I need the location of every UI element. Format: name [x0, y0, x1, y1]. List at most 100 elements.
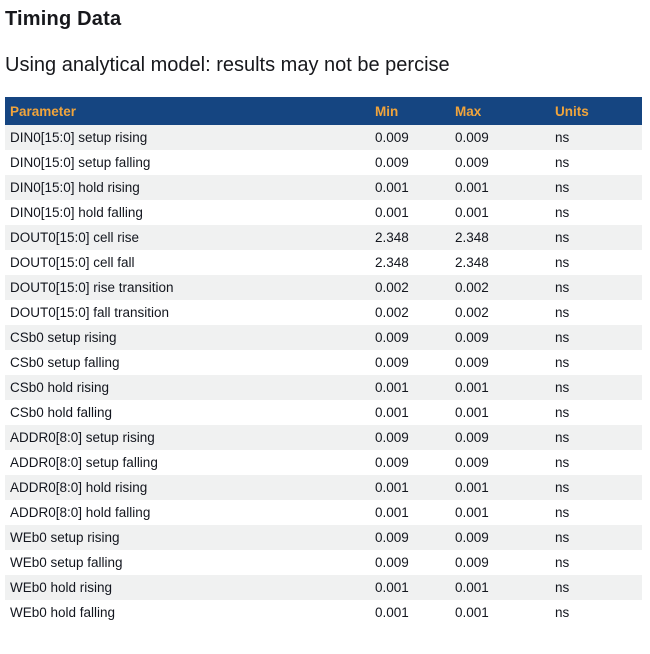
- table-row: WEb0 hold rising 0.001 0.001 ns: [5, 575, 642, 600]
- cell-max: 0.001: [455, 405, 489, 420]
- table-row: WEb0 setup falling 0.009 0.009 ns: [5, 550, 642, 575]
- cell-min: 0.001: [375, 380, 409, 395]
- cell-parameter: DIN0[15:0] setup rising: [10, 130, 148, 145]
- table-row: WEb0 setup rising 0.009 0.009 ns: [5, 525, 642, 550]
- table-row: ADDR0[8:0] hold rising 0.001 0.001 ns: [5, 475, 642, 500]
- table-row: ADDR0[8:0] setup falling 0.009 0.009 ns: [5, 450, 642, 475]
- table-row: ADDR0[8:0] setup rising 0.009 0.009 ns: [5, 425, 642, 450]
- cell-parameter: ADDR0[8:0] setup rising: [10, 430, 155, 445]
- cell-min: 0.009: [375, 155, 409, 170]
- table-row: DOUT0[15:0] cell rise 2.348 2.348 ns: [5, 225, 642, 250]
- table-row: DIN0[15:0] hold rising 0.001 0.001 ns: [5, 175, 642, 200]
- cell-units: ns: [555, 480, 570, 495]
- cell-min: 2.348: [375, 230, 409, 245]
- cell-units: ns: [555, 580, 570, 595]
- cell-max: 0.001: [455, 480, 489, 495]
- cell-units: ns: [555, 230, 570, 245]
- report-page: Timing Data Using analytical model: resu…: [0, 8, 650, 654]
- cell-max: 0.001: [455, 205, 489, 220]
- cell-parameter: WEb0 hold falling: [10, 605, 116, 620]
- cell-units: ns: [555, 355, 570, 370]
- cell-min: 0.002: [375, 305, 409, 320]
- cell-units: ns: [555, 330, 570, 345]
- cell-max: 0.009: [455, 155, 489, 170]
- cell-min: 0.009: [375, 130, 409, 145]
- cell-max: 2.348: [455, 230, 489, 245]
- timing-table-body: DIN0[15:0] setup rising 0.009 0.009 ns D…: [5, 125, 642, 625]
- cell-max: 0.009: [455, 555, 489, 570]
- cell-parameter: DOUT0[15:0] cell fall: [10, 255, 135, 270]
- cell-min: 0.009: [375, 455, 409, 470]
- timing-table: Parameter Min Max Units DIN0[15:0] setup…: [5, 97, 642, 625]
- column-header-min: Min: [370, 97, 450, 125]
- cell-max: 0.001: [455, 580, 489, 595]
- cell-parameter: DOUT0[15:0] cell rise: [10, 230, 140, 245]
- column-header-parameter: Parameter: [5, 97, 370, 125]
- cell-units: ns: [555, 430, 570, 445]
- cell-units: ns: [555, 405, 570, 420]
- cell-min: 0.009: [375, 530, 409, 545]
- cell-parameter: ADDR0[8:0] setup falling: [10, 455, 158, 470]
- cell-min: 0.009: [375, 330, 409, 345]
- cell-units: ns: [555, 130, 570, 145]
- cell-parameter: WEb0 setup rising: [10, 530, 120, 545]
- table-row: DOUT0[15:0] cell fall 2.348 2.348 ns: [5, 250, 642, 275]
- cell-units: ns: [555, 555, 570, 570]
- cell-max: 0.009: [455, 530, 489, 545]
- cell-parameter: CSb0 setup falling: [10, 355, 120, 370]
- cell-units: ns: [555, 505, 570, 520]
- cell-units: ns: [555, 180, 570, 195]
- page-title: Timing Data: [5, 8, 122, 30]
- cell-max: 2.348: [455, 255, 489, 270]
- cell-parameter: CSb0 hold rising: [10, 380, 110, 395]
- cell-max: 0.001: [455, 505, 489, 520]
- table-row: DIN0[15:0] setup rising 0.009 0.009 ns: [5, 125, 642, 150]
- cell-min: 0.002: [375, 280, 409, 295]
- cell-max: 0.001: [455, 605, 489, 620]
- cell-parameter: WEb0 hold rising: [10, 580, 113, 595]
- cell-max: 0.009: [455, 355, 489, 370]
- cell-parameter: DIN0[15:0] setup falling: [10, 155, 151, 170]
- table-row: CSb0 setup falling 0.009 0.009 ns: [5, 350, 642, 375]
- cell-units: ns: [555, 155, 570, 170]
- cell-units: ns: [555, 205, 570, 220]
- cell-units: ns: [555, 280, 570, 295]
- cell-units: ns: [555, 530, 570, 545]
- cell-max: 0.009: [455, 130, 489, 145]
- table-row: DOUT0[15:0] rise transition 0.002 0.002 …: [5, 275, 642, 300]
- cell-min: 0.009: [375, 430, 409, 445]
- cell-max: 0.001: [455, 180, 489, 195]
- cell-max: 0.001: [455, 380, 489, 395]
- table-row: CSb0 setup rising 0.009 0.009 ns: [5, 325, 642, 350]
- cell-min: 0.001: [375, 180, 409, 195]
- cell-parameter: WEb0 setup falling: [10, 555, 123, 570]
- cell-parameter: DOUT0[15:0] fall transition: [10, 305, 170, 320]
- table-row: CSb0 hold rising 0.001 0.001 ns: [5, 375, 642, 400]
- header-row: Parameter Min Max Units: [5, 97, 642, 125]
- cell-units: ns: [555, 455, 570, 470]
- page-subtitle: Using analytical model: results may not …: [5, 54, 450, 76]
- cell-units: ns: [555, 605, 570, 620]
- column-header-units: Units: [550, 97, 642, 125]
- cell-min: 0.001: [375, 405, 409, 420]
- cell-min: 2.348: [375, 255, 409, 270]
- cell-parameter: DIN0[15:0] hold rising: [10, 180, 140, 195]
- cell-max: 0.009: [455, 330, 489, 345]
- cell-min: 0.001: [375, 480, 409, 495]
- cell-max: 0.009: [455, 455, 489, 470]
- cell-min: 0.001: [375, 205, 409, 220]
- table-row: DOUT0[15:0] fall transition 0.002 0.002 …: [5, 300, 642, 325]
- cell-min: 0.001: [375, 505, 409, 520]
- cell-units: ns: [555, 255, 570, 270]
- cell-min: 0.009: [375, 555, 409, 570]
- table-row: WEb0 hold falling 0.001 0.001 ns: [5, 600, 642, 625]
- table-row: DIN0[15:0] hold falling 0.001 0.001 ns: [5, 200, 642, 225]
- column-header-max: Max: [450, 97, 550, 125]
- table-row: DIN0[15:0] setup falling 0.009 0.009 ns: [5, 150, 642, 175]
- cell-min: 0.001: [375, 580, 409, 595]
- table-row: CSb0 hold falling 0.001 0.001 ns: [5, 400, 642, 425]
- cell-parameter: CSb0 setup rising: [10, 330, 117, 345]
- cell-min: 0.001: [375, 605, 409, 620]
- cell-units: ns: [555, 380, 570, 395]
- cell-parameter: ADDR0[8:0] hold falling: [10, 505, 151, 520]
